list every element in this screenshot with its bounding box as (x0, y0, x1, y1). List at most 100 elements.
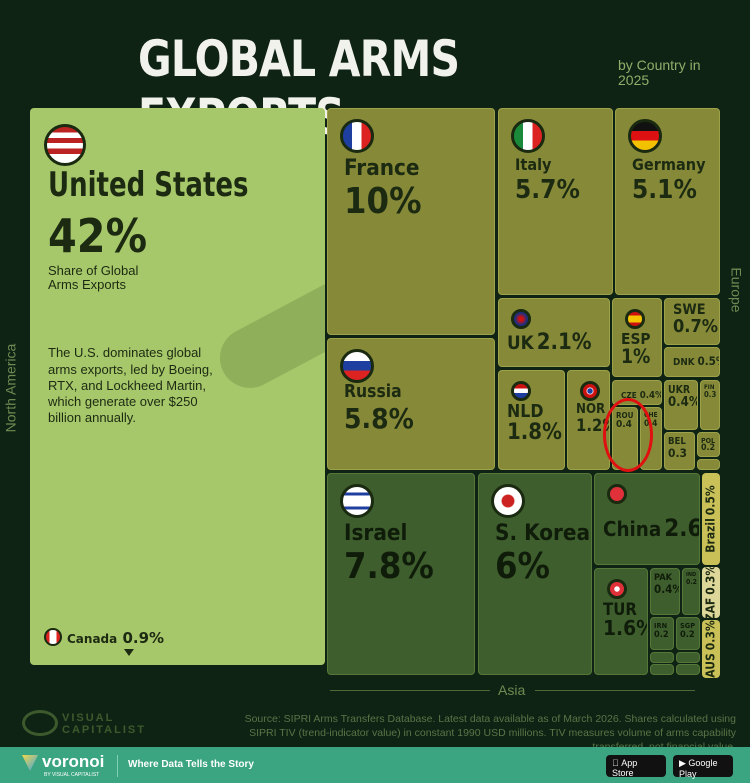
cell-usa: United States 42% Share of Global Arms Exp… (30, 108, 325, 665)
cell-kgz: KGZ0.1 (676, 652, 700, 663)
deu-flag-icon (628, 119, 662, 153)
cell-label: S. Korea (495, 520, 591, 546)
source-note: Source: SIPRI Arms Transfers Database. L… (244, 713, 736, 753)
canada-arrow-icon (124, 649, 134, 656)
cell-label: CZE (621, 390, 637, 400)
esp-flag-icon (625, 309, 645, 329)
cell-ita: Italy 5.7% (498, 108, 613, 295)
cell-value: 0.4% (639, 390, 662, 401)
cell-label: PRK (654, 662, 666, 663)
cell-bel: BEL 0.3 (664, 432, 695, 470)
highlight-ellipse (603, 398, 653, 472)
region-label-north-america: North America (2, 343, 19, 433)
cell-prk: PRK0.1 (650, 652, 674, 663)
cell-value: 0.3% (703, 620, 718, 651)
footer-divider (117, 755, 118, 777)
voronoi-logo: voronoi (42, 752, 105, 771)
cell-label: Russia (344, 382, 402, 402)
cell-value: 1.8% (507, 420, 562, 446)
cell-value: 0.3% (703, 567, 718, 595)
cell-irl: IRL0.1 (697, 459, 720, 470)
cell-isr: Israel 7.8% (327, 473, 475, 675)
cell-gbr: UK 2.1% (498, 298, 610, 367)
cell-label: DNK (673, 357, 695, 368)
cell-label: France (344, 155, 420, 181)
cell-value: 2.6% (664, 514, 699, 542)
voronoi-logo-icon (22, 755, 38, 771)
cell-kor: S. Korea 6% (478, 473, 592, 675)
cell-ukr: UKR 0.4% (664, 380, 698, 430)
cell-label: China (603, 517, 662, 541)
cell-uae: UAE0.1 (650, 664, 674, 675)
kor-flag-icon (491, 484, 525, 518)
cell-label: FIN (704, 384, 715, 391)
cell-label: TUR (603, 600, 637, 619)
cell-value: 5.8% (344, 402, 414, 436)
region-label-asia: Asia (498, 682, 526, 698)
usa-flag-icon (44, 124, 86, 166)
cell-pak: PAK 0.4% (650, 568, 680, 615)
cell-label: PAK (654, 572, 673, 583)
cell-label: Germany (632, 155, 706, 174)
cell-value: 0.2 (701, 443, 716, 454)
cell-rus: Russia 5.8% (327, 338, 495, 470)
cell-label: ESP (621, 330, 651, 348)
tagline: Where Data Tells the Story (128, 759, 254, 770)
us-share-caption: Share of Global Arms Exports (48, 262, 139, 292)
cell-label: SWE (673, 302, 706, 318)
cell-label: JPN (680, 674, 690, 675)
cell-label: BEL (668, 436, 686, 447)
cell-value: 0.2 (654, 628, 669, 640)
visual-capitalist-logo (22, 710, 58, 736)
cell-value: 6% (495, 546, 550, 588)
google-play-button[interactable]: ▶ Google Play (673, 755, 733, 779)
cell-label: UKR (668, 384, 691, 396)
cell-value: 1.6% (603, 616, 647, 641)
cell-value: 1% (621, 345, 651, 369)
nld-flag-icon (511, 381, 531, 401)
cell-bra: Brazil 0.5% (702, 473, 720, 565)
nor-flag-icon (580, 381, 600, 401)
cell-value: 5.7% (515, 174, 580, 205)
cell-label: KGZ (680, 662, 692, 663)
cell-value: 0.2 (686, 577, 698, 586)
cell-irn: IRN 0.2 (650, 617, 674, 650)
cell-label: Brazil (703, 518, 718, 553)
cell-ind: IND 0.2 (682, 568, 700, 615)
tur-flag-icon (607, 579, 627, 599)
cell-label: NOR (576, 402, 606, 417)
voronoi-subtitle: BY VISUAL CAPITALIST (44, 772, 100, 778)
cell-sgp: SGP 0.2 (676, 617, 700, 650)
cell-label: Canada (67, 632, 118, 646)
us-note: The U.S. dominates global arms exports, … (48, 345, 213, 426)
cell-value: 0.4% (654, 581, 680, 596)
cell-fra: France 10% (327, 108, 495, 335)
cell-can (30, 665, 325, 675)
can-flag-icon (44, 628, 62, 646)
cell-aus: AUS 0.3% (702, 620, 720, 678)
cell-label: AUS (703, 653, 718, 678)
isr-flag-icon (340, 484, 374, 518)
cell-label: UK (507, 333, 534, 354)
cell-value: 0.9% (122, 629, 165, 647)
gbr-flag-icon (511, 309, 531, 329)
cell-value: 42% (48, 208, 148, 263)
cell-label: POL (701, 436, 716, 445)
cell-label: SGP (680, 621, 696, 630)
google-play-label: Google Play (679, 758, 718, 779)
cell-deu: Germany 5.1% (615, 108, 720, 295)
visual-capitalist-wordmark: VISUAL CAPITALIST (62, 712, 146, 736)
cell-label: IRN (654, 621, 668, 630)
cell-value: 0.5% (697, 354, 719, 368)
asia-line-right (535, 690, 695, 691)
cell-zaf: ZAF 0.3% (702, 567, 720, 618)
chn-flag-icon (607, 484, 627, 504)
cell-fin: FIN 0.3 (700, 380, 720, 430)
cell-value: 0.1 (669, 673, 673, 674)
cell-label: UAE (654, 674, 666, 675)
app-store-button[interactable]:  App Store (606, 755, 666, 778)
